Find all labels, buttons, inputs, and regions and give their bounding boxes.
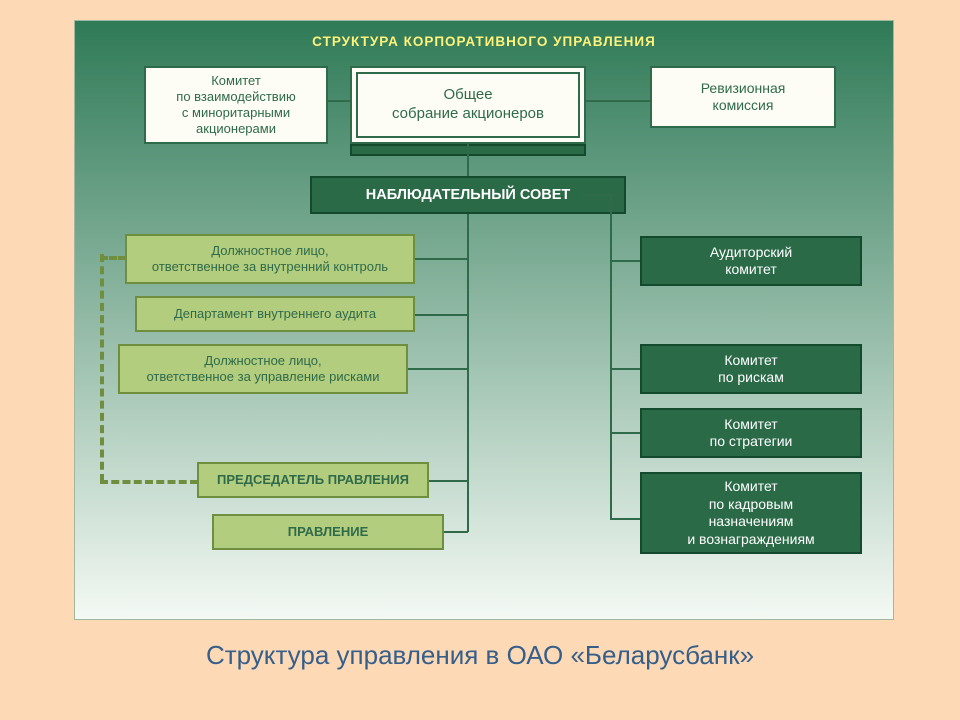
connector [415, 314, 468, 316]
connector [610, 260, 640, 262]
connector [444, 531, 468, 533]
node-dep: Департамент внутреннего аудита [135, 296, 415, 332]
connector [408, 368, 468, 370]
node-general: Общее собрание акционеров [350, 66, 586, 144]
connector [328, 100, 352, 102]
node-ictrl: Должностное лицо, ответственное за внутр… [125, 234, 415, 284]
node-prav: ПРАВЛЕНИЕ [212, 514, 444, 550]
connector [467, 214, 469, 532]
connector [610, 194, 612, 520]
connector [582, 194, 612, 196]
connector [467, 144, 469, 176]
diagram-caption: Структура управления в ОАО «Беларусбанк» [0, 640, 960, 671]
node-minor: Комитет по взаимодействию с миноритарным… [144, 66, 328, 144]
connector [610, 518, 640, 520]
node-kkadr: Комитет по кадровым назначениям и вознаг… [640, 472, 862, 554]
node-risk: Должностное лицо, ответственное за управ… [118, 344, 408, 394]
node-sovet: НАБЛЮДАТЕЛЬНЫЙ СОВЕТ [310, 176, 626, 214]
node-audit: Аудиторский комитет [640, 236, 862, 286]
connector [610, 432, 640, 434]
connector [610, 368, 640, 370]
node-krisk: Комитет по рискам [640, 344, 862, 394]
node-pred: ПРЕДСЕДАТЕЛЬ ПРАВЛЕНИЯ [197, 462, 429, 498]
connector [586, 100, 650, 102]
node-rev: Ревизионная комиссия [650, 66, 836, 128]
connector [429, 480, 468, 482]
dashed-connector [100, 256, 126, 260]
node-kstrat: Комитет по стратегии [640, 408, 862, 458]
connector [415, 258, 468, 260]
diagram-title: СТРУКТУРА КОРПОРАТИВНОГО УПРАВЛЕНИЯ [74, 34, 894, 49]
dashed-connector [100, 480, 198, 484]
dashed-connector [100, 254, 104, 482]
